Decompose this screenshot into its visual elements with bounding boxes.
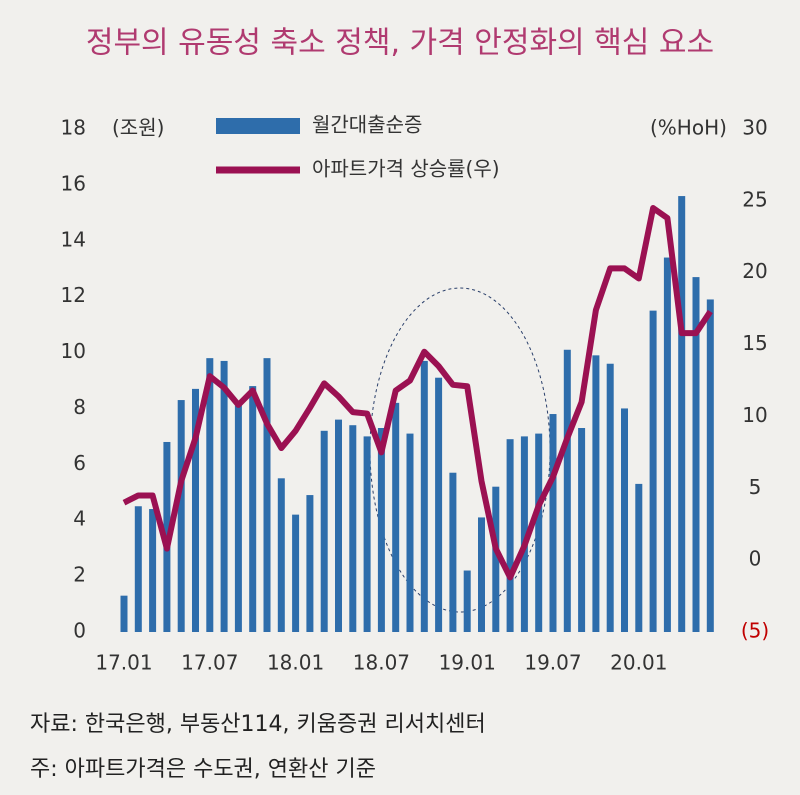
y-axis-label: (조원): [112, 116, 164, 140]
x-tick-label: 20.01: [610, 651, 667, 675]
line: [122, 205, 713, 581]
y-tick-label: 4: [73, 507, 86, 531]
bar: [363, 436, 371, 632]
bar: [320, 430, 328, 632]
bar: [678, 196, 686, 633]
x-tick-label: 19.07: [524, 651, 581, 675]
bar: [649, 310, 657, 632]
y2-tick-label: 5: [749, 475, 762, 499]
y-tick-label: 0: [73, 619, 86, 643]
y-tick-label: 10: [61, 339, 86, 363]
bar: [263, 358, 271, 632]
bar: [406, 433, 414, 632]
bar: [549, 414, 557, 632]
source: 자료: 한국은행, 부동산114, 키움증권 리서치센터: [30, 712, 486, 737]
bar: [635, 483, 643, 632]
bar: [621, 408, 628, 632]
legend-swatch: [216, 118, 300, 134]
y2-tick-label: 30: [742, 116, 767, 140]
bar: [520, 436, 528, 632]
bar: [592, 355, 600, 632]
x-tick-label: 18.07: [353, 651, 410, 675]
bar: [177, 400, 185, 632]
y2-tick-label: 25: [742, 187, 767, 211]
bar: [435, 377, 443, 632]
y-tick-label: 14: [61, 227, 86, 251]
bar: [420, 360, 428, 632]
bar: [706, 299, 714, 632]
y2-tick-label: 20: [742, 259, 767, 283]
y2-tick-label: 10: [742, 403, 767, 427]
legend-label: 아파트가격 상승률(우): [312, 157, 500, 181]
bar: [478, 517, 485, 632]
bar: [234, 405, 242, 632]
y-tick-label: 2: [73, 563, 86, 587]
y-tick-label: 16: [61, 171, 86, 195]
x-tick-label: 19.01: [439, 651, 496, 675]
y2-tick-label: 0: [749, 547, 762, 571]
bar: [306, 495, 314, 632]
bar: [535, 433, 543, 632]
bar: [392, 402, 400, 632]
bar: [335, 419, 342, 632]
y2-axis-label: (%HoH): [650, 116, 727, 140]
bar: [449, 472, 457, 632]
y-tick-label: 18: [61, 116, 86, 140]
bar: [249, 386, 257, 632]
x-tick-label: 18.01: [267, 651, 324, 675]
bar: [492, 486, 500, 632]
x-tick-label: 17.01: [95, 651, 152, 675]
chart-title: 정부의 유동성 축소 정책, 가격 안정화의 핵심 요소: [86, 26, 714, 61]
bar: [134, 506, 142, 632]
bar: [349, 425, 357, 632]
note: 주: 아파트가격은 수도권, 연환산 기준: [30, 757, 376, 782]
bar: [277, 478, 285, 632]
bar: [149, 509, 157, 632]
legend-label: 월간대출순증: [312, 113, 422, 137]
bar: [120, 595, 128, 632]
bar: [563, 349, 571, 632]
bar: [578, 428, 586, 632]
y2-tick-label: 15: [742, 331, 767, 355]
bar: [692, 277, 700, 632]
y2-tick-label: (5): [741, 619, 769, 643]
bar: [206, 358, 214, 632]
y-tick-label: 12: [61, 283, 86, 307]
bar: [192, 388, 199, 632]
y-tick-label: 8: [73, 395, 86, 419]
bar: [220, 360, 228, 632]
bar: [663, 257, 671, 632]
bar: [506, 439, 514, 632]
x-tick-label: 17.07: [181, 651, 238, 675]
bar: [606, 363, 614, 632]
bar: [463, 570, 471, 632]
bar: [377, 428, 385, 632]
bar: [292, 514, 300, 632]
y-tick-label: 6: [73, 451, 86, 475]
